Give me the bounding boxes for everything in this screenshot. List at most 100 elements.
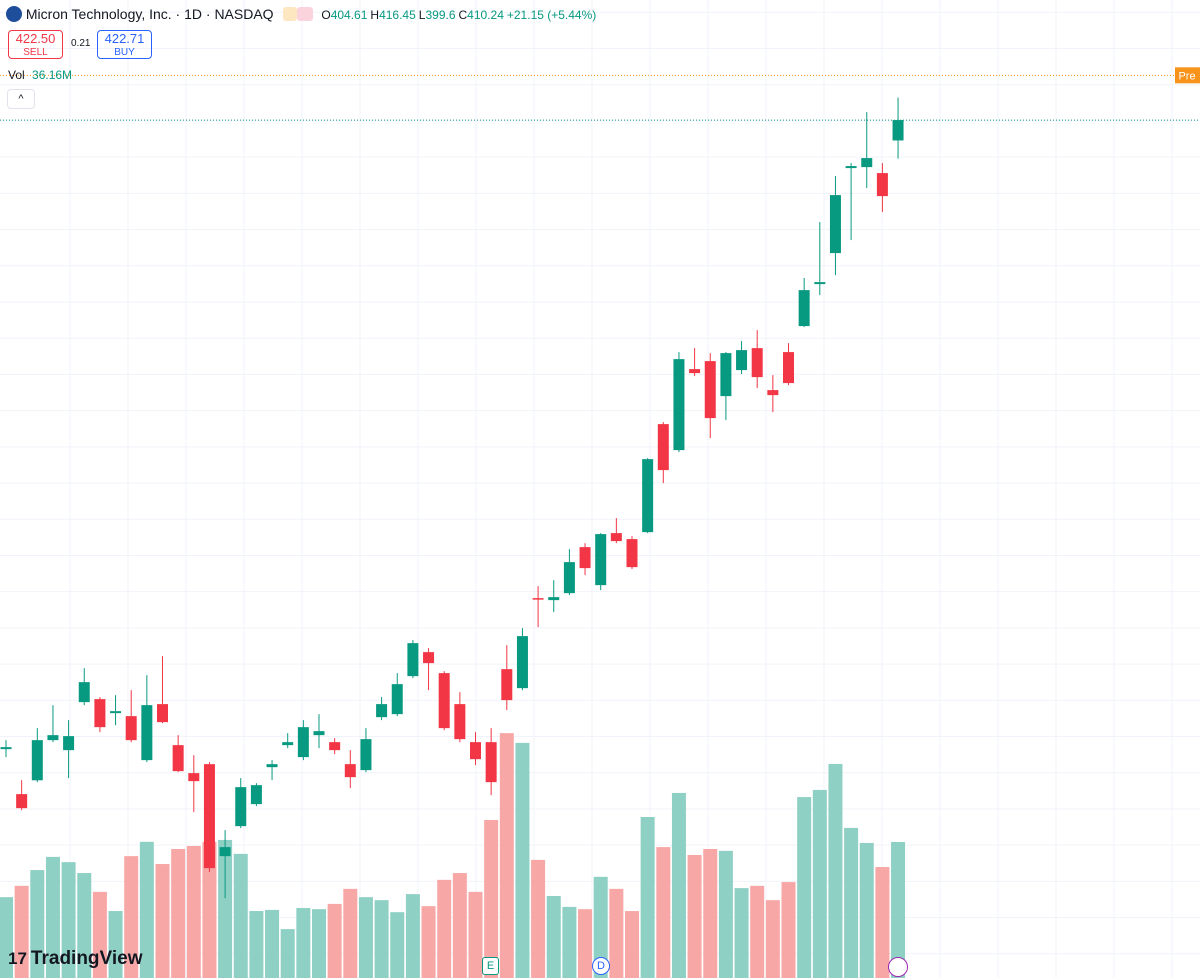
ohlc-key: H xyxy=(370,8,380,22)
volume-bar xyxy=(531,859,546,978)
volume-bar xyxy=(343,888,358,978)
candle-body xyxy=(78,682,90,703)
volume-bar xyxy=(625,911,639,978)
volume-bar xyxy=(421,906,436,978)
volume-bar xyxy=(484,820,499,978)
volume-bar xyxy=(155,864,170,978)
ohlc-key: L xyxy=(418,8,426,22)
candle-body xyxy=(485,742,497,783)
candle-body xyxy=(63,736,75,751)
candle-body xyxy=(360,739,372,771)
ohlc-value: 410.24 xyxy=(467,8,504,22)
candle-body xyxy=(172,745,184,772)
volume-bar xyxy=(593,876,608,978)
candle-body xyxy=(704,361,716,419)
volume-bar xyxy=(233,853,248,978)
candle-body xyxy=(610,533,622,542)
session-icon xyxy=(283,7,298,21)
logo-text: TradingView xyxy=(30,948,143,969)
volume-bar xyxy=(546,895,561,978)
volume-bar xyxy=(891,841,906,978)
volume-bar xyxy=(77,873,92,978)
symbol-title[interactable]: Micron Technology, Inc. · 1D · NASDAQ xyxy=(25,6,274,22)
volume-bar xyxy=(656,847,671,978)
candle-body xyxy=(642,459,654,533)
volume-bar xyxy=(280,929,295,978)
volume-bar xyxy=(14,885,29,978)
candle-body xyxy=(94,699,106,728)
volume-bar xyxy=(828,763,843,978)
volume-bar xyxy=(405,894,420,978)
premarket-label: Pre xyxy=(1178,70,1195,82)
volume-bar xyxy=(139,841,154,978)
candle-body xyxy=(454,704,466,740)
earnings-event[interactable]: E xyxy=(482,957,499,975)
buy-label: BUY xyxy=(114,47,135,58)
candle-body xyxy=(266,764,278,768)
volume-bar xyxy=(452,873,467,978)
candle-body xyxy=(438,673,450,729)
candle-body xyxy=(595,534,607,586)
volume-bar xyxy=(61,862,76,978)
candle-body xyxy=(125,716,137,741)
candle-body xyxy=(845,166,857,169)
ohlc-legend: O404.61 H416.45 L399.6 C410.24 +21.15 (+5.44… xyxy=(321,8,596,22)
spread: 0.21 xyxy=(71,38,91,49)
buy-button[interactable]: 422.71 BUY xyxy=(97,30,152,59)
volume-bar xyxy=(45,856,60,978)
candle-body xyxy=(188,773,200,782)
candle-body xyxy=(673,359,685,451)
volume-bar xyxy=(327,903,342,978)
volume-bar xyxy=(92,891,107,978)
candle-body xyxy=(219,847,231,857)
sell-button[interactable]: 422.50 SELL xyxy=(8,30,63,59)
volume-bar xyxy=(875,867,890,978)
candle-body xyxy=(689,369,701,374)
logo-mark: 17 xyxy=(8,949,27,968)
volume-bar xyxy=(296,908,311,978)
candle-body xyxy=(47,735,59,741)
candle-body xyxy=(829,195,841,254)
candle-body xyxy=(250,785,262,805)
candle-body xyxy=(203,764,215,869)
candle-body xyxy=(235,787,247,827)
candle-body xyxy=(141,705,153,761)
candle-body xyxy=(282,742,294,746)
dividend-event[interactable]: D xyxy=(592,957,610,975)
volume-bar xyxy=(124,856,139,978)
volume-bar xyxy=(108,911,123,978)
volume-bar xyxy=(515,742,530,978)
collapse-button[interactable]: ^ xyxy=(7,89,35,109)
volume-bar xyxy=(499,733,514,978)
premarket-tag xyxy=(1175,67,1200,84)
volume-legend: Vol 36.16M xyxy=(8,68,72,82)
volume-bar xyxy=(562,906,577,978)
candle-body xyxy=(657,424,669,471)
ohlc-value: 404.61 xyxy=(330,8,368,22)
ai-event[interactable] xyxy=(888,957,908,977)
volume-bar xyxy=(812,789,827,978)
volume-bar xyxy=(374,900,389,978)
candle-body xyxy=(861,158,873,168)
volume-bar xyxy=(437,879,452,978)
volume-bar xyxy=(703,848,718,978)
candle-body xyxy=(783,352,794,384)
volume-bar xyxy=(578,909,593,978)
candle-body xyxy=(157,704,168,723)
candle-body xyxy=(548,597,560,601)
volume-bar xyxy=(171,848,186,978)
candle-body xyxy=(501,669,513,701)
volume-bar xyxy=(390,912,405,978)
ohlc-value: 399.6 xyxy=(425,8,456,22)
volume-bar xyxy=(249,911,264,978)
candle-body xyxy=(736,350,748,371)
candle-body xyxy=(329,742,341,751)
candle-body xyxy=(0,747,12,750)
volume-bar xyxy=(687,854,702,978)
symbol-header: Micron Technology, Inc. · 1D · NASDAQ O4… xyxy=(6,6,596,22)
volume-bar xyxy=(765,900,780,978)
candle-body xyxy=(876,173,888,197)
candle-body xyxy=(626,539,638,568)
candle-body xyxy=(892,120,904,141)
